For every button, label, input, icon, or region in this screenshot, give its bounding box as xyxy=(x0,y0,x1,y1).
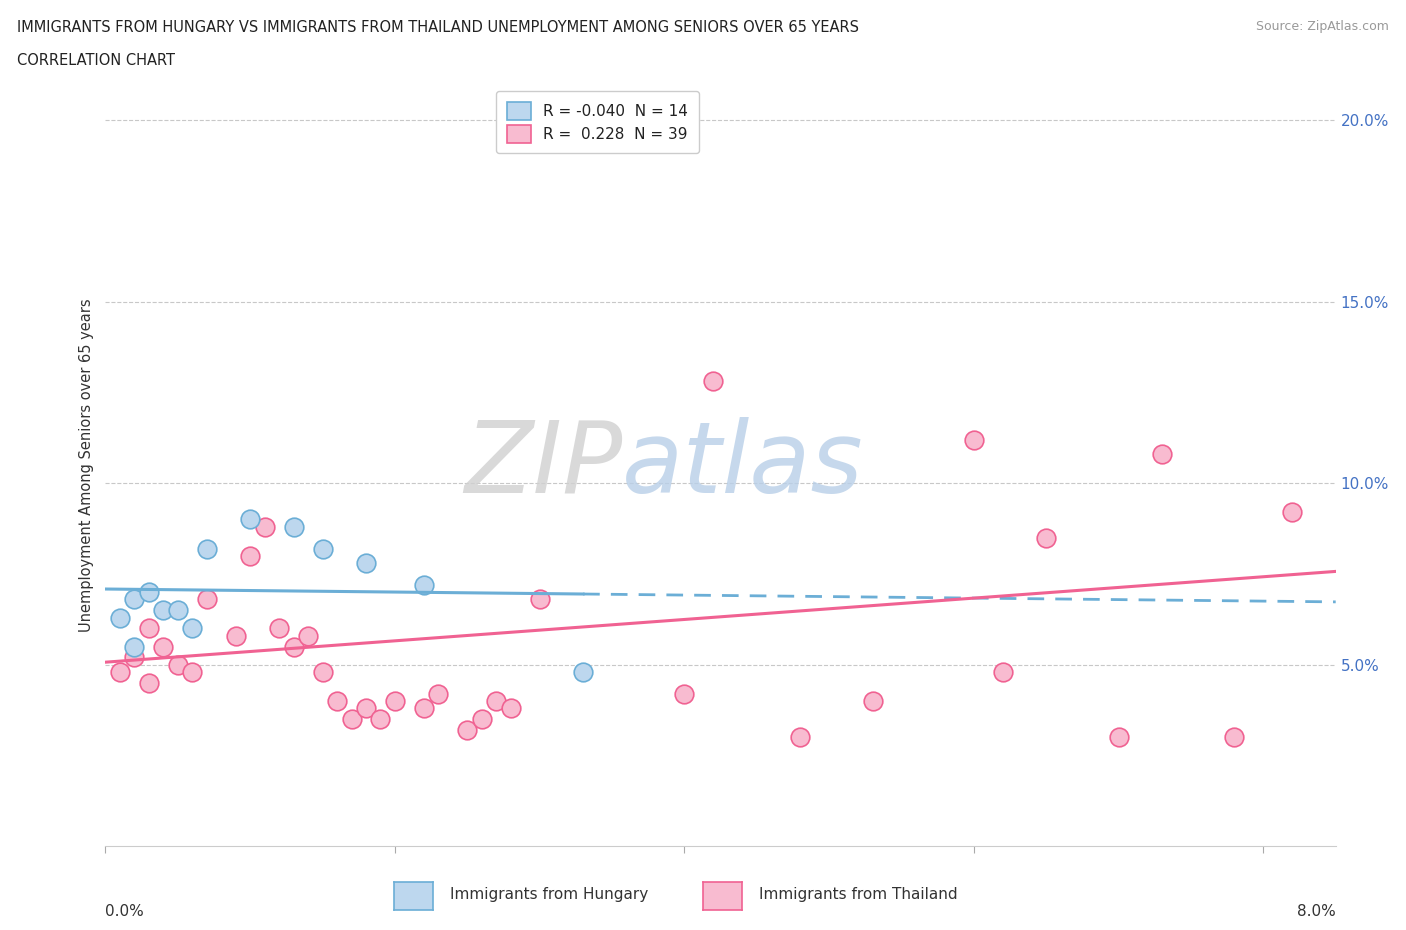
Point xyxy=(340,711,363,726)
Point xyxy=(1035,530,1057,545)
Point xyxy=(239,512,262,527)
Point xyxy=(124,650,146,665)
Point xyxy=(152,603,174,618)
Text: CORRELATION CHART: CORRELATION CHART xyxy=(17,53,174,68)
Point xyxy=(181,621,204,636)
Point xyxy=(1108,730,1130,745)
Text: Immigrants from Hungary: Immigrants from Hungary xyxy=(450,887,648,902)
Point xyxy=(138,621,160,636)
Point xyxy=(963,432,986,447)
Point xyxy=(138,585,160,600)
Point xyxy=(789,730,811,745)
Text: ZIP: ZIP xyxy=(464,417,621,513)
Point xyxy=(354,701,377,716)
Point xyxy=(862,694,884,709)
Point xyxy=(572,665,595,680)
Point xyxy=(412,578,434,592)
Point xyxy=(108,665,131,680)
Point xyxy=(384,694,406,709)
Text: Source: ZipAtlas.com: Source: ZipAtlas.com xyxy=(1256,20,1389,33)
Point xyxy=(138,675,160,690)
Point xyxy=(311,665,333,680)
Legend: R = -0.040  N = 14, R =  0.228  N = 39: R = -0.040 N = 14, R = 0.228 N = 39 xyxy=(496,91,699,153)
Point xyxy=(195,591,218,606)
Point xyxy=(702,374,724,389)
Point xyxy=(166,603,188,618)
Point xyxy=(370,711,392,726)
Point xyxy=(1223,730,1246,745)
Point xyxy=(1281,505,1303,520)
Point xyxy=(427,686,450,701)
Point xyxy=(991,665,1014,680)
Text: atlas: atlas xyxy=(621,417,863,513)
Point xyxy=(108,610,131,625)
Point xyxy=(412,701,434,716)
Point xyxy=(1150,446,1173,461)
Point xyxy=(239,549,262,564)
Point xyxy=(311,541,333,556)
Point xyxy=(499,701,522,716)
Point xyxy=(456,723,478,737)
Text: 8.0%: 8.0% xyxy=(1296,904,1336,920)
Point xyxy=(485,694,508,709)
Point xyxy=(269,621,291,636)
Point xyxy=(529,591,551,606)
Point xyxy=(283,639,305,654)
Text: 0.0%: 0.0% xyxy=(105,904,145,920)
Point xyxy=(283,519,305,534)
Point xyxy=(124,591,146,606)
Point xyxy=(326,694,349,709)
Point xyxy=(152,639,174,654)
Point xyxy=(124,639,146,654)
Point xyxy=(673,686,696,701)
Point xyxy=(471,711,494,726)
Point xyxy=(253,519,276,534)
Point xyxy=(181,665,204,680)
Point xyxy=(166,658,188,672)
Point xyxy=(225,629,247,644)
Point xyxy=(297,629,319,644)
Text: Immigrants from Thailand: Immigrants from Thailand xyxy=(759,887,957,902)
Text: IMMIGRANTS FROM HUNGARY VS IMMIGRANTS FROM THAILAND UNEMPLOYMENT AMONG SENIORS O: IMMIGRANTS FROM HUNGARY VS IMMIGRANTS FR… xyxy=(17,20,859,35)
Point xyxy=(354,555,377,570)
Point xyxy=(195,541,218,556)
Point xyxy=(600,113,623,127)
Y-axis label: Unemployment Among Seniors over 65 years: Unemployment Among Seniors over 65 years xyxy=(79,299,94,631)
